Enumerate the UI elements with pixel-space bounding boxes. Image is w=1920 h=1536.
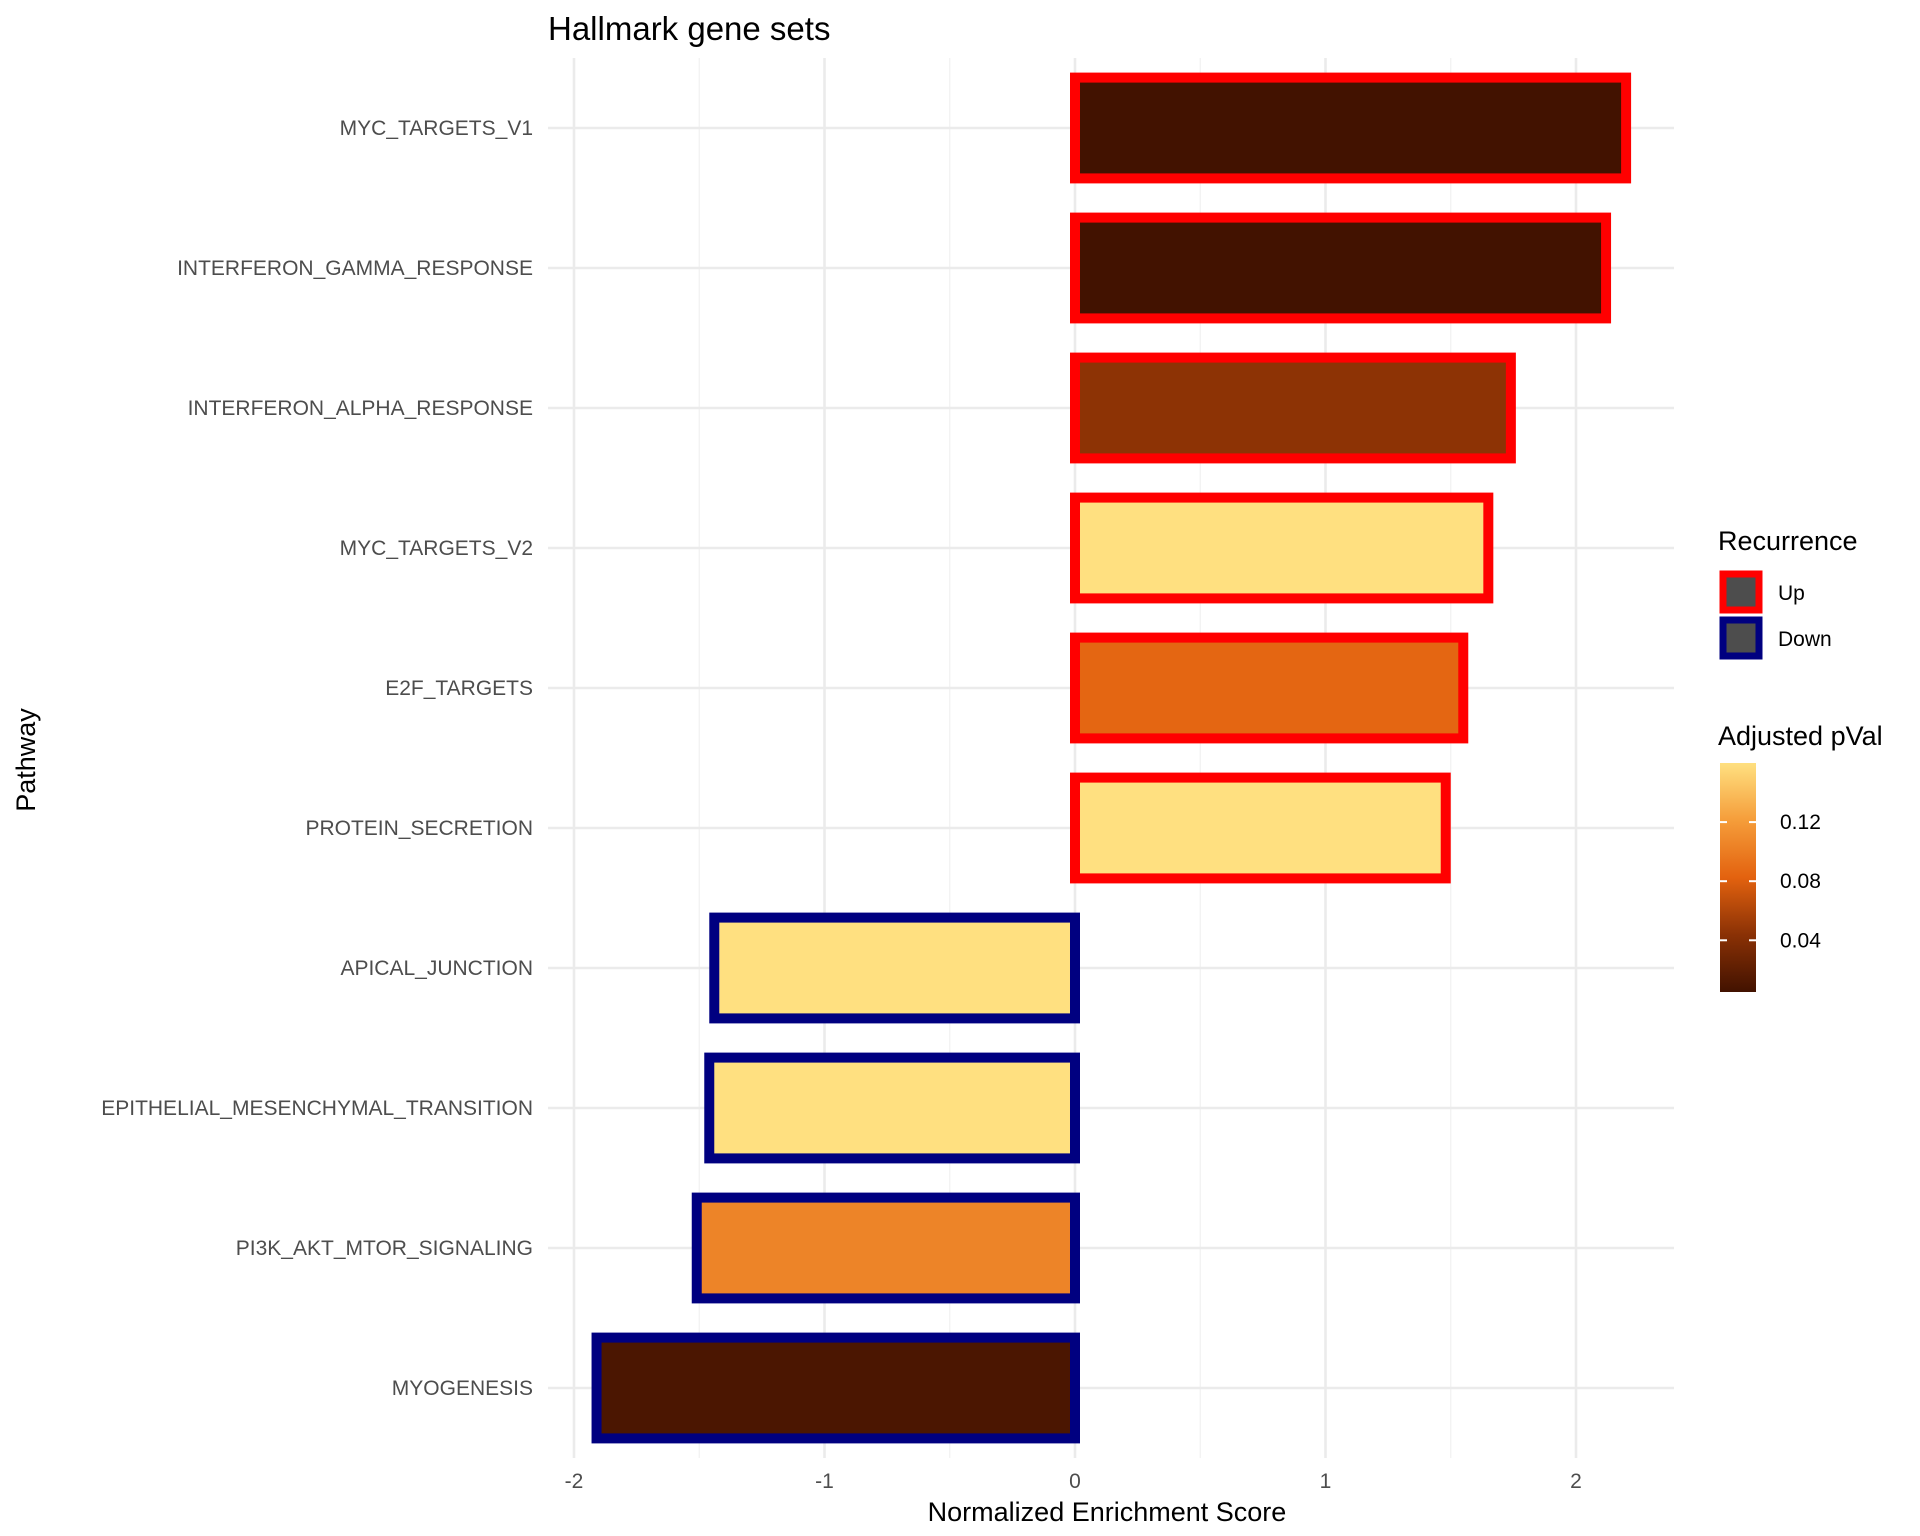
bar-interferon-alpha-response — [1070, 352, 1516, 464]
x-tick-label: -2 — [565, 1470, 584, 1493]
recurrence-key-label: Up — [1778, 582, 1805, 605]
recurrence-key-label: Down — [1778, 628, 1832, 651]
chart-title: Hallmark gene sets — [548, 10, 830, 47]
pval-tick-label: 0.08 — [1780, 870, 1821, 893]
pval-colorbar — [1720, 763, 1756, 992]
x-tick-label: 2 — [1570, 1470, 1582, 1493]
y-tick-label: EPITHELIAL_MESENCHYMAL_TRANSITION — [101, 1097, 533, 1120]
bar-myc-targets-v1 — [1070, 72, 1632, 184]
y-tick-label: INTERFERON_GAMMA_RESPONSE — [177, 257, 533, 280]
y-tick-label: PI3K_AKT_MTOR_SIGNALING — [236, 1237, 533, 1260]
x-axis-title: Normalized Enrichment Score — [928, 1497, 1287, 1527]
x-tick-label: 0 — [1069, 1470, 1081, 1493]
pval-tick-label: 0.12 — [1780, 811, 1821, 834]
y-tick-labels: MYC_TARGETS_V1 INTERFERON_GAMMA_RESPONSE I… — [101, 117, 533, 1400]
bar-pi3k-akt-mtor-signaling — [691, 1192, 1080, 1304]
recurrence-legend: Recurrence Up Down — [1718, 526, 1858, 660]
recurrence-key-down — [1719, 616, 1763, 660]
x-tick-label: -1 — [815, 1470, 834, 1493]
pval-legend-title: Adjusted pVal — [1718, 721, 1883, 751]
recurrence-key-up — [1719, 570, 1763, 614]
y-tick-label: PROTEIN_SECRETION — [305, 817, 533, 840]
bar-protein-secretion — [1070, 772, 1451, 884]
recurrence-legend-title: Recurrence — [1718, 526, 1858, 556]
bar-myc-targets-v2 — [1070, 492, 1494, 604]
bar-epithelial-mesenchymal-transition — [704, 1052, 1081, 1164]
y-tick-label: MYOGENESIS — [392, 1377, 533, 1400]
bar-myogenesis — [591, 1332, 1080, 1444]
bar-apical-junction — [709, 912, 1081, 1024]
x-tick-labels: -2 -1 0 1 2 — [565, 1470, 1582, 1493]
y-tick-label: INTERFERON_ALPHA_RESPONSE — [188, 397, 533, 420]
bar-interferon-gamma-response — [1070, 212, 1612, 324]
y-tick-label: MYC_TARGETS_V1 — [340, 117, 533, 140]
bars — [591, 72, 1632, 1444]
y-tick-label: APICAL_JUNCTION — [340, 957, 533, 980]
bar-e2f-targets — [1070, 632, 1469, 744]
y-axis-title: Pathway — [11, 708, 41, 812]
x-tick-label: 1 — [1320, 1470, 1332, 1493]
pval-tick-label: 0.04 — [1780, 929, 1821, 952]
y-tick-label: MYC_TARGETS_V2 — [340, 537, 533, 560]
y-tick-label: E2F_TARGETS — [385, 677, 533, 700]
pval-legend: Adjusted pVal 0.04 0.08 0.12 — [1718, 721, 1883, 992]
